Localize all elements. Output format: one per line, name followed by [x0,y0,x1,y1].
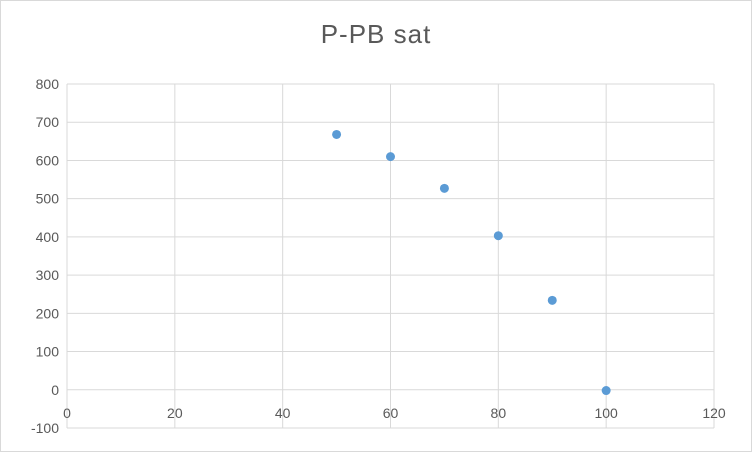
x-tick-label: 60 [383,405,399,421]
y-tick-label: 0 [51,382,59,398]
x-tick-label: 120 [702,405,726,421]
x-tick-label: 20 [167,405,183,421]
data-point [439,183,449,193]
y-tick-label: -100 [31,420,59,436]
y-tick-label: 300 [36,267,60,283]
y-tick-label: 800 [36,76,60,92]
data-point [601,386,611,396]
y-tick-label: 700 [36,114,60,130]
x-tick-label: 0 [63,405,71,421]
y-tick-label: 500 [36,191,60,207]
y-tick-label: 200 [36,305,60,321]
chart-title: P-PB sat [320,19,432,49]
grid-lines [66,83,715,429]
x-axis-tick-labels: 0 20 40 60 80 100 120 [63,405,726,421]
data-point [547,295,557,305]
data-point [493,231,503,241]
data-point [386,152,395,162]
y-tick-label: 600 [36,152,60,168]
y-tick-label: 400 [36,229,60,245]
y-tick-label: 100 [36,344,60,360]
data-point [332,129,342,139]
x-tick-label: 100 [594,405,618,421]
data-points [332,129,611,396]
x-tick-label: 80 [491,405,507,421]
y-axis-tick-labels: -100 0 100 200 300 400 500 600 700 800 [31,76,59,436]
x-tick-label: 40 [275,405,291,421]
